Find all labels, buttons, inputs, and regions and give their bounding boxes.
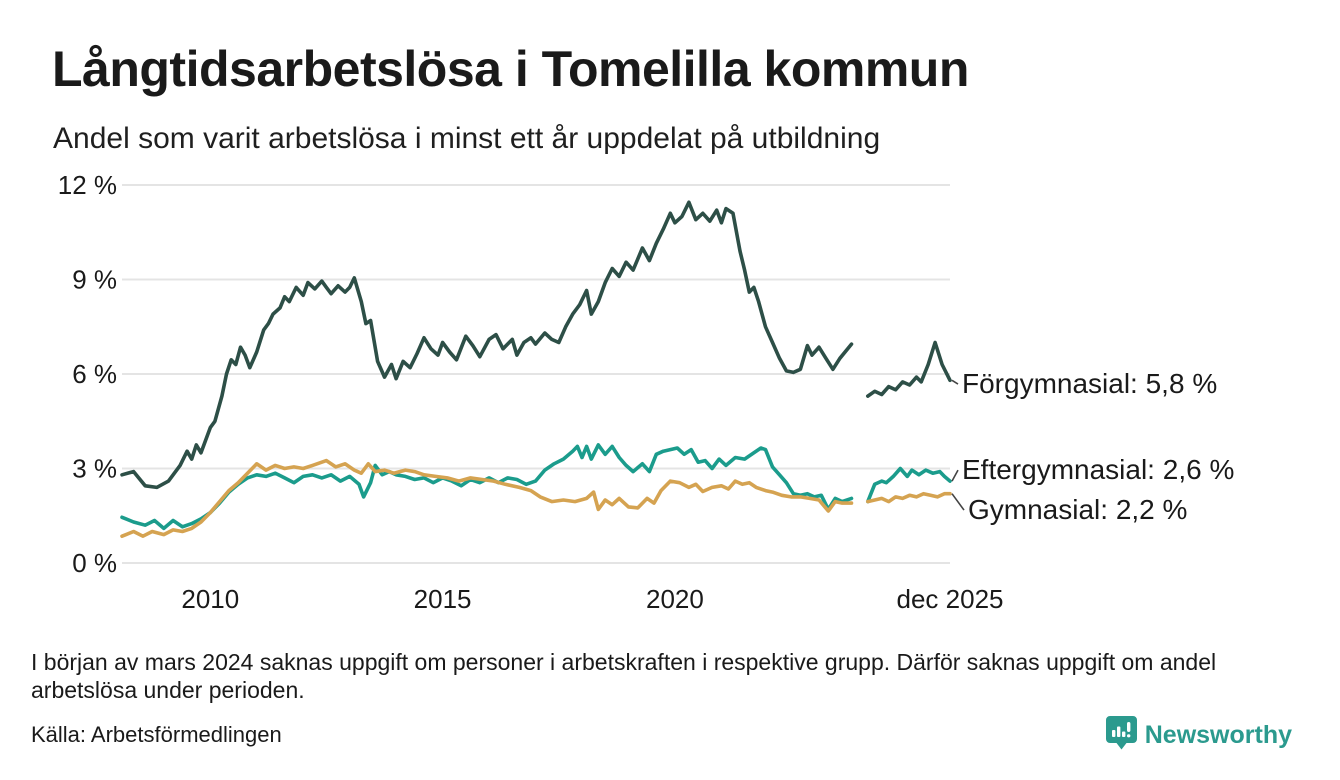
- series-line-förgymnasial: [120, 200, 854, 490]
- series-label-gymnasial: Gymnasial: 2,2 %: [968, 494, 1188, 526]
- y-tick-label: 9 %: [72, 265, 117, 295]
- y-tick-label: 0 %: [72, 548, 117, 578]
- source-text: Källa: Arbetsförmedlingen: [31, 722, 282, 747]
- chart-subtitle: Andel som varit arbetslösa i minst ett å…: [53, 122, 881, 155]
- series-line-eftergymnasial: [120, 443, 854, 531]
- series-line-förgymnasial: [865, 340, 952, 398]
- footnote-text: I början av mars 2024 saknas uppgift om …: [31, 649, 1217, 703]
- label-connector: [951, 469, 959, 482]
- newsworthy-logo: Newsworthy: [1105, 716, 1292, 755]
- series-line-gymnasial: [120, 458, 854, 539]
- x-tick-label: 2020: [646, 584, 704, 614]
- series-line-gymnasial: [865, 491, 952, 504]
- y-tick-label: 6 %: [72, 359, 117, 389]
- label-connector: [951, 493, 965, 511]
- label-connector: [951, 379, 959, 385]
- x-tick-label: dec 2025: [897, 584, 1004, 614]
- x-tick-label: 2015: [414, 584, 472, 614]
- chart-title: Långtidsarbetslösa i Tomelilla kommun: [52, 41, 969, 97]
- y-tick-label: 12 %: [58, 170, 117, 200]
- x-tick-label: 2010: [181, 584, 239, 614]
- newsworthy-logo-text: Newsworthy: [1144, 721, 1292, 749]
- series-label-forgymnasial: Förgymnasial: 5,8 %: [962, 368, 1218, 400]
- series-label-eftergymnasial: Eftergymnasial: 2,6 %: [962, 454, 1235, 486]
- series-line-eftergymnasial: [865, 466, 952, 504]
- y-tick-label: 3 %: [72, 454, 117, 484]
- newsworthy-logo-icon: [1105, 716, 1137, 755]
